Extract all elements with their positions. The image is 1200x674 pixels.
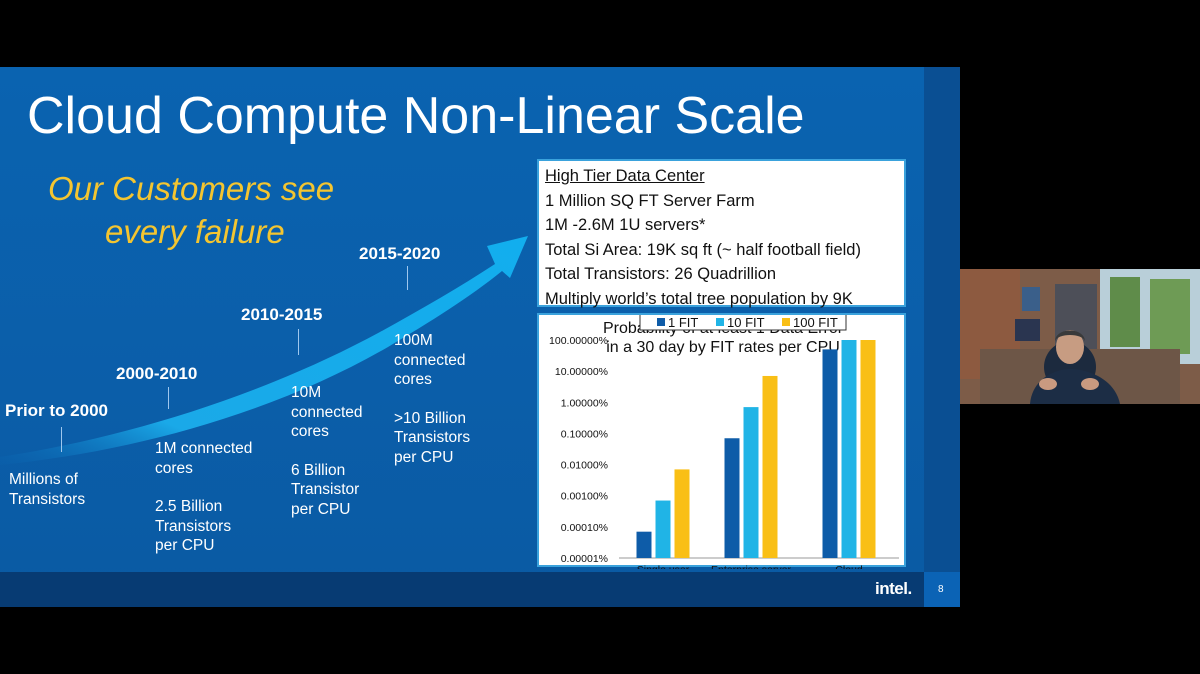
data-center-info-box: High Tier Data Center 1 Million SQ FT Se… [537,159,906,308]
intel-logo: intel. [875,579,912,598]
era-desc-2010-2015: 10M connected cores 6 Billion Transistor per… [291,384,363,518]
era-leader-line [61,427,62,452]
y-tick-label: 0.01000% [561,460,608,472]
era-label-2015-2020: 2015-2020 [359,244,441,263]
y-tick-label: 0.10000% [561,428,608,440]
tagline-line-1: Our Customers see [48,170,335,207]
chart-canvas: Probability of at least 1 Data Errorin a… [549,315,899,569]
tagline-line-2: every failure [105,213,285,250]
bar [841,340,857,558]
bar [724,438,740,558]
legend-swatch [657,318,665,326]
era-desc-prior-2000: Millions of Transistors [9,471,86,508]
era-leader-line [407,266,408,290]
era-desc-2015-2020: 100M connected cores >10 Billion Transistor… [394,332,471,466]
legend-label: 1 FIT [668,315,698,330]
y-tick-label: 10.00000% [555,366,608,378]
info-line: 1M -2.6M 1U servers* [545,216,706,234]
y-tick-label: 0.00100% [561,491,608,503]
bar [636,531,652,558]
bar [762,375,778,558]
slide-title: Cloud Compute Non-Linear Scale [27,87,805,145]
bar [860,340,876,558]
era-label-prior-2000: Prior to 2000 [5,401,108,420]
bar [743,407,759,558]
y-tick-label: 1.00000% [561,397,608,409]
chart-subtitle: in a 30 day by FIT rates per CPU [606,339,840,356]
info-line: Total Transistors: 26 Quadrillion [545,265,777,283]
bar [674,469,690,558]
page-number-box [924,572,960,607]
slide-footer [0,572,960,607]
slide: Cloud Compute Non-Linear Scale Our Custo… [0,67,960,607]
era-leader-line [298,329,299,355]
legend-label: 10 FIT [727,315,765,330]
y-tick-label: 100.00000% [549,335,608,347]
legend-label: 100 FIT [793,315,838,330]
x-tick-label: Enterprise server [711,564,791,569]
info-line: 1 Million SQ FT Server Farm [545,191,755,210]
y-tick-label: 0.00010% [561,522,608,534]
page-number: 8 [938,584,944,595]
info-box-header: High Tier Data Center [545,167,705,185]
x-tick-label: Single user [637,564,690,569]
fit-rate-chart: Probability of at least 1 Data Errorin a… [537,313,906,569]
era-leader-line [168,387,169,409]
era-label-2010-2015: 2010-2015 [241,305,323,324]
bar [822,349,838,558]
legend-swatch [782,318,790,326]
era-desc-2000-2010: 1M connected cores 2.5 Billion Transistors… [155,440,253,554]
info-line: Multiply world’s total tree population b… [545,289,853,308]
chart-legend-box [639,315,847,331]
legend-swatch [716,318,724,326]
presenter-video-icon [960,269,1200,404]
chart-plot-group: 1 FIT 10 FIT 100 FIT 100.00000% 10.00000% 1.0… [549,315,899,569]
presenter-webcam [960,269,1200,404]
x-tick-label: Cloud [835,564,863,569]
info-line: Total Si Area: 19K sq ft (~ half footbal… [545,240,861,259]
y-tick-label: 0.00001% [561,553,608,565]
bar [655,500,671,558]
slide-right-bar [924,67,960,572]
era-label-2000-2010: 2000-2010 [116,364,198,383]
